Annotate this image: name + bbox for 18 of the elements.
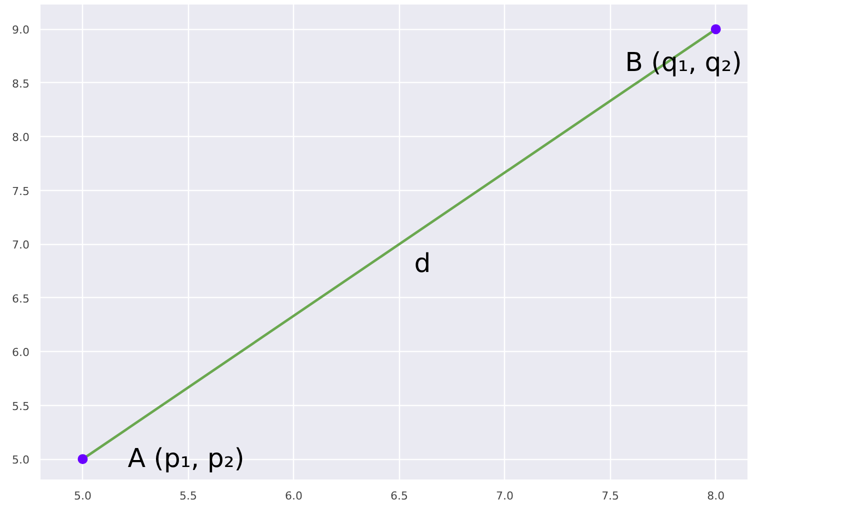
x-tick-label: 5.0 <box>74 490 92 502</box>
x-tick-label: 7.5 <box>602 490 620 502</box>
y-tick-label: 5.0 <box>12 454 30 467</box>
x-tick-label: 6.0 <box>285 490 303 502</box>
x-tick-label: 5.5 <box>179 490 197 502</box>
y-tick-label: 8.5 <box>12 77 30 90</box>
y-tick-label: 9.0 <box>12 24 30 37</box>
x-tick-label: 8.0 <box>707 490 725 502</box>
y-tick-label: 7.5 <box>12 184 30 198</box>
y-tick-label: 7.0 <box>12 238 30 252</box>
y-tick-label: 6.0 <box>12 346 30 360</box>
y-tick-label: 6.5 <box>12 292 30 306</box>
x-tick-label: 7.0 <box>496 490 514 502</box>
x-tick-label: 6.5 <box>390 490 408 502</box>
annotation: d <box>414 249 431 280</box>
y-tick-label: 5.5 <box>12 400 30 413</box>
y-tick-label: 8.0 <box>12 131 30 144</box>
annotation: A (p₁, p₂) <box>128 444 244 474</box>
